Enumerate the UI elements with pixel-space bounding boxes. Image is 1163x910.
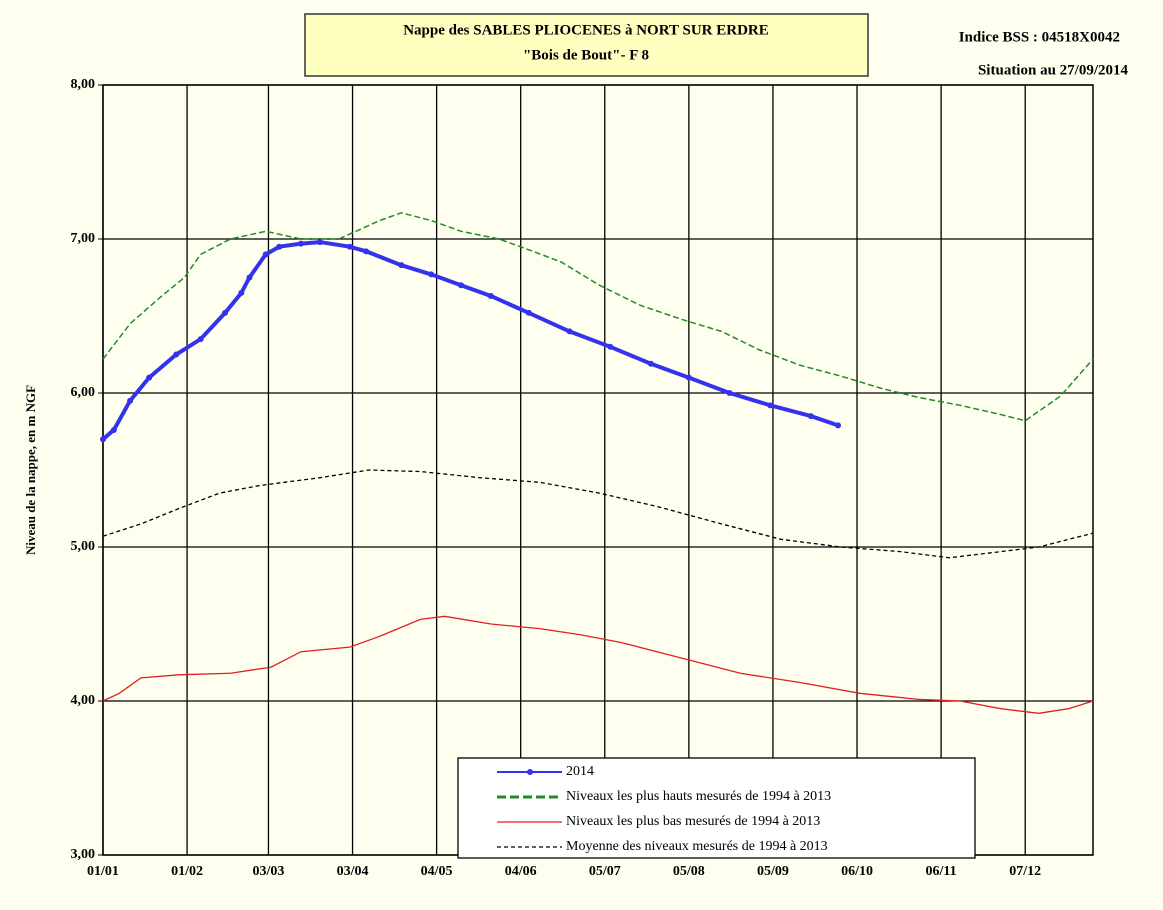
x-tick-label: 06/11	[926, 864, 957, 879]
chart-title: Nappe des SABLES PLIOCENES à NORT SUR ER…	[403, 22, 769, 38]
y-tick-label: 8,00	[71, 77, 96, 92]
data-point	[110, 426, 117, 433]
data-point	[346, 243, 353, 250]
data-point	[807, 413, 814, 420]
data-point	[525, 309, 532, 316]
y-tick-label: 4,00	[71, 693, 96, 708]
data-point	[398, 262, 405, 269]
data-point	[316, 239, 323, 246]
x-tick-label: 03/03	[253, 864, 285, 879]
data-point	[222, 309, 229, 316]
annotation: Indice BSS : 04518X0042	[959, 29, 1120, 45]
series-line	[102, 615, 1094, 714]
data-point	[647, 360, 654, 367]
data-point	[566, 328, 573, 335]
series-line	[101, 240, 839, 441]
series-line	[102, 212, 1094, 422]
x-tick-label: 05/09	[757, 864, 789, 879]
data-point	[767, 402, 774, 409]
y-tick-label: 6,00	[71, 385, 96, 400]
x-tick-label: 03/04	[337, 864, 369, 879]
data-point	[298, 240, 304, 247]
legend-label: Moyenne des niveaux mesurés de 1994 à 20…	[566, 839, 828, 854]
data-point	[100, 436, 106, 443]
data-point	[146, 374, 153, 381]
data-point	[487, 292, 494, 299]
data-point	[835, 422, 842, 429]
x-tick-label: 01/02	[171, 864, 203, 879]
y-tick-label: 3,00	[71, 847, 96, 862]
series-line	[102, 469, 1094, 559]
x-tick-label: 04/06	[505, 864, 537, 879]
y-tick-label: 5,00	[71, 539, 96, 554]
legend-box	[457, 757, 976, 859]
legend-marker	[527, 769, 533, 775]
data-point	[262, 251, 269, 258]
data-point	[685, 374, 692, 381]
data-point	[458, 282, 465, 289]
x-tick-label: 04/05	[421, 864, 453, 879]
data-point	[246, 274, 253, 281]
data-point	[607, 343, 614, 350]
title-box	[304, 13, 869, 77]
y-axis-label: Niveau de la nappe, en m NGF	[23, 385, 38, 555]
chart-subtitle: "Bois de Bout"- F 8	[523, 47, 649, 63]
data-point	[238, 289, 245, 296]
data-point	[197, 336, 204, 343]
data-point	[127, 397, 134, 404]
legend-label: Niveaux les plus hauts mesurés de 1994 à…	[566, 789, 831, 804]
data-point	[428, 271, 435, 278]
data-point	[363, 248, 370, 255]
x-tick-label: 01/01	[87, 864, 119, 879]
legend-label: Niveaux les plus bas mesurés de 1994 à 2…	[566, 814, 820, 829]
x-tick-label: 06/10	[841, 864, 873, 879]
x-tick-label: 07/12	[1009, 864, 1041, 879]
plot-border	[102, 84, 1094, 856]
x-tick-label: 05/07	[589, 864, 621, 879]
annotation: Situation au 27/09/2014	[978, 62, 1129, 78]
x-tick-label: 05/08	[673, 864, 705, 879]
data-point	[276, 243, 283, 250]
data-point	[726, 390, 733, 396]
legend-label: 2014	[566, 764, 594, 779]
y-tick-label: 7,00	[71, 231, 96, 246]
data-point	[173, 351, 180, 358]
